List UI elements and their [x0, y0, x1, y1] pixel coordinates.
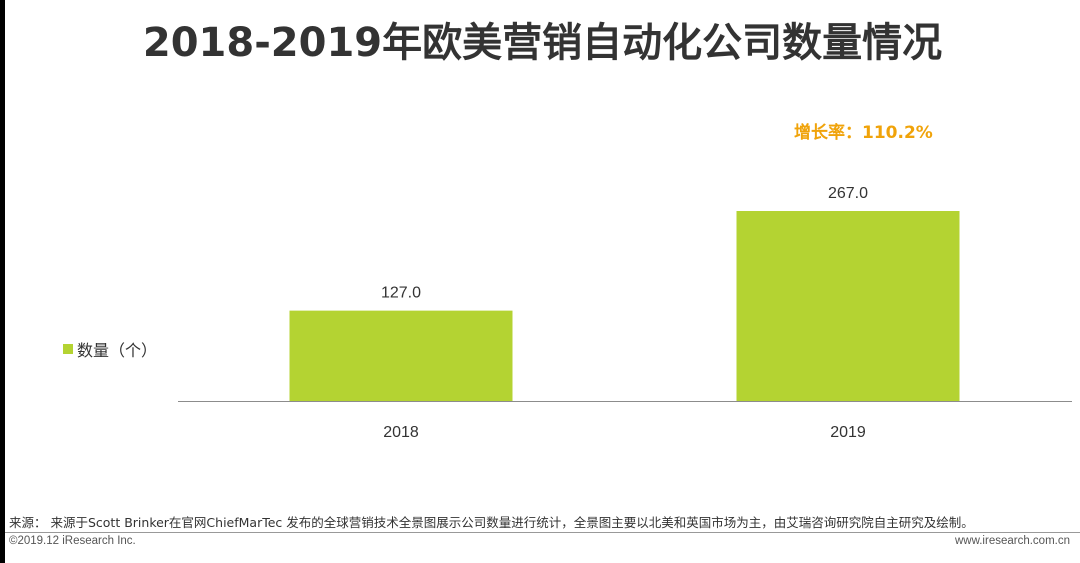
- bar-chart: 127.0 2018 267.0 2019: [178, 185, 1072, 441]
- bar-2019: [736, 211, 960, 401]
- website-url: www.iresearch.com.cn: [954, 535, 1070, 547]
- data-label-2018: 127.0: [381, 285, 421, 302]
- chart-title: 2018-2019年欧美营销自动化公司数量情况: [142, 20, 943, 66]
- x-tick-label-2019: 2019: [830, 424, 866, 441]
- chart-frame: 2018-2019年欧美营销自动化公司数量情况 数量（个） 增长率：110.2%…: [5, 0, 1080, 563]
- growth-rate-annotation: 增长率：110.2%: [794, 123, 933, 143]
- x-tick-label-2018: 2018: [383, 424, 419, 441]
- footer-divider: [5, 532, 1080, 533]
- data-label-2019: 267.0: [828, 185, 868, 202]
- source-note: 来源： 来源于Scott Brinker在官网ChiefMarTec 发布的全球…: [9, 515, 974, 530]
- copyright-text: ©2019.12 iResearch Inc.: [9, 535, 136, 547]
- bar-2018: [289, 310, 513, 401]
- legend: 数量（个）: [63, 337, 157, 361]
- legend-swatch: [63, 344, 73, 354]
- legend-label: 数量（个）: [77, 341, 158, 360]
